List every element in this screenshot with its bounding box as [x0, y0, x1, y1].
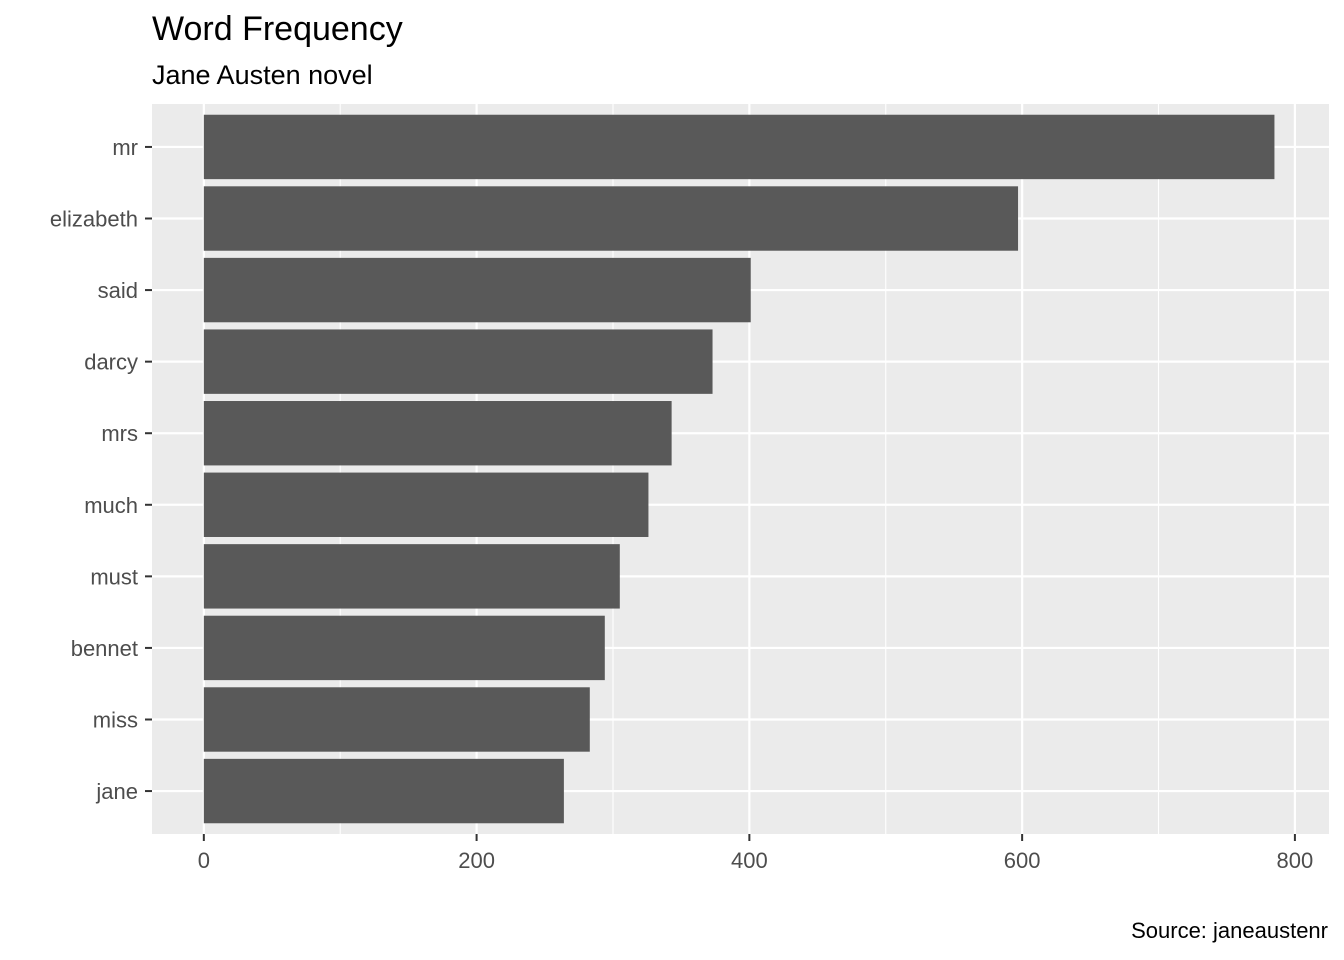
chart-subtitle: Jane Austen novel [152, 60, 373, 90]
bar-darcy [203, 329, 713, 394]
y-tick-label: much [84, 493, 138, 518]
x-tick-label: 800 [1277, 848, 1314, 873]
x-tick-label: 600 [1004, 848, 1041, 873]
bar-jane [203, 758, 564, 824]
bar-miss [203, 687, 590, 752]
y-tick-label: bennet [71, 636, 138, 661]
bar-elizabeth [203, 186, 1019, 251]
y-tick-label: mrs [101, 421, 138, 446]
y-tick-label: jane [95, 779, 138, 804]
bar-much [203, 472, 649, 537]
y-tick-label: mr [112, 135, 138, 160]
x-tick-label: 200 [458, 848, 495, 873]
x-tick-label: 400 [731, 848, 768, 873]
bar-bennet [203, 615, 605, 681]
bar-said [203, 257, 751, 323]
y-tick-label: must [90, 564, 138, 589]
y-tick-label: elizabeth [50, 207, 138, 232]
chart-caption: Source: janeaustenr [1131, 918, 1328, 943]
y-tick-label: said [98, 278, 138, 303]
bar-mr [203, 114, 1275, 180]
y-tick-label: miss [93, 707, 138, 732]
x-tick-label: 0 [198, 848, 210, 873]
bar-must [203, 544, 620, 609]
y-tick-label: darcy [84, 350, 138, 375]
bar-mrs [203, 401, 672, 466]
chart-title: Word Frequency [152, 10, 403, 48]
